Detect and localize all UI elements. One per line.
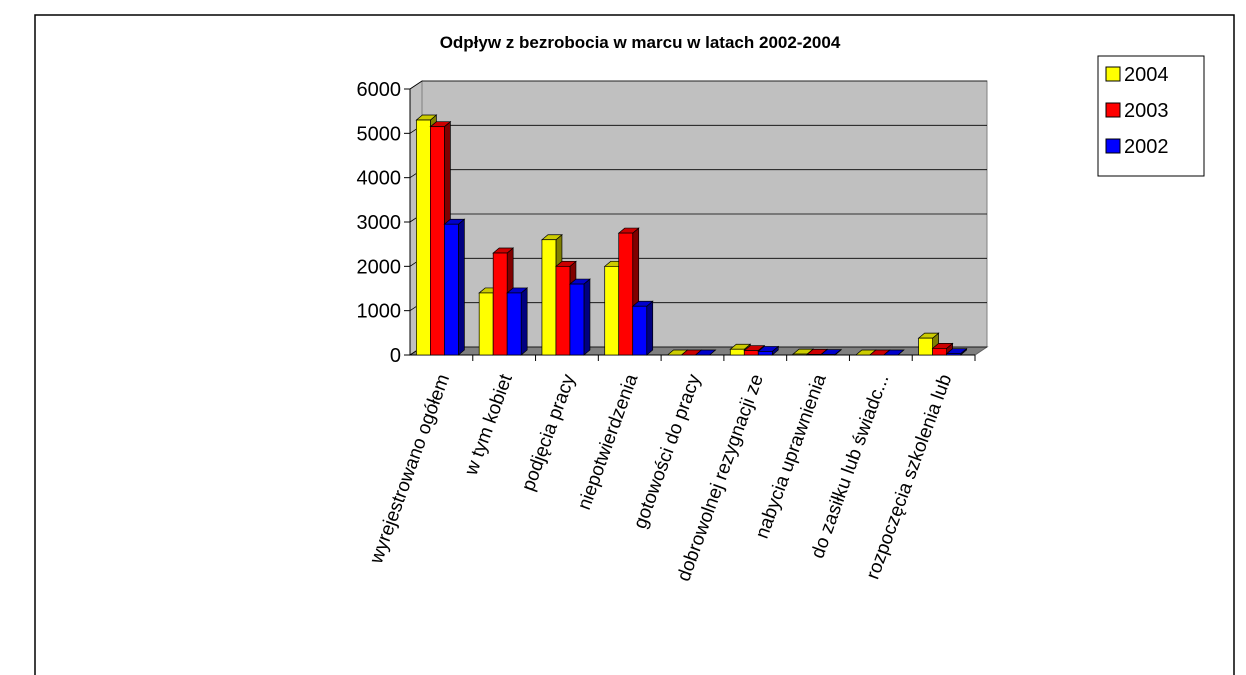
bar-top	[882, 349, 905, 356]
bar-front	[555, 265, 571, 356]
bar-front	[918, 337, 933, 356]
legend-swatch	[1105, 102, 1121, 118]
bar-front	[416, 119, 431, 356]
bar-front	[946, 353, 961, 356]
chart-title: Odpływ z bezrobocia w marcu w latach 200…	[440, 33, 841, 52]
bar	[694, 349, 717, 356]
bar-side	[520, 287, 528, 356]
bar	[631, 300, 654, 356]
bar-top	[694, 349, 717, 356]
bar-front	[618, 232, 634, 356]
y-tick-label: 3000	[357, 212, 402, 234]
bar-front	[478, 292, 494, 356]
bar-side	[458, 218, 465, 356]
bar-front	[506, 292, 522, 356]
bar	[820, 348, 843, 356]
bar-front	[729, 348, 745, 356]
bar-front	[806, 353, 822, 356]
bar	[757, 345, 780, 356]
bar	[945, 347, 968, 356]
y-tick-label: 5000	[357, 123, 402, 145]
bar-front	[604, 265, 620, 356]
bar-front	[541, 239, 557, 356]
bar-front	[632, 305, 648, 356]
legend-label: 2004	[1124, 64, 1169, 86]
bar-front	[569, 283, 585, 356]
y-tick-label: 2000	[357, 256, 402, 278]
bar-front	[430, 126, 445, 356]
legend-label: 2002	[1124, 136, 1169, 158]
y-tick-label: 6000	[357, 79, 402, 101]
bar	[882, 349, 905, 356]
bar-front	[932, 348, 947, 356]
y-tick-label: 1000	[357, 301, 402, 323]
bar-side	[646, 300, 654, 356]
bar	[506, 287, 529, 356]
bar-front	[444, 223, 459, 356]
bar	[443, 218, 466, 356]
bar	[568, 278, 591, 356]
y-tick-label: 4000	[357, 168, 402, 190]
bar-front	[492, 252, 508, 356]
legend-label: 2003	[1124, 100, 1169, 122]
bar-side	[583, 278, 591, 356]
bar-front	[743, 350, 759, 356]
bar-front	[792, 353, 808, 356]
y-tick-label: 0	[390, 345, 401, 367]
legend-swatch	[1105, 66, 1121, 82]
legend-swatch	[1105, 138, 1121, 154]
bar-front	[757, 351, 773, 356]
grid-line	[409, 80, 987, 90]
